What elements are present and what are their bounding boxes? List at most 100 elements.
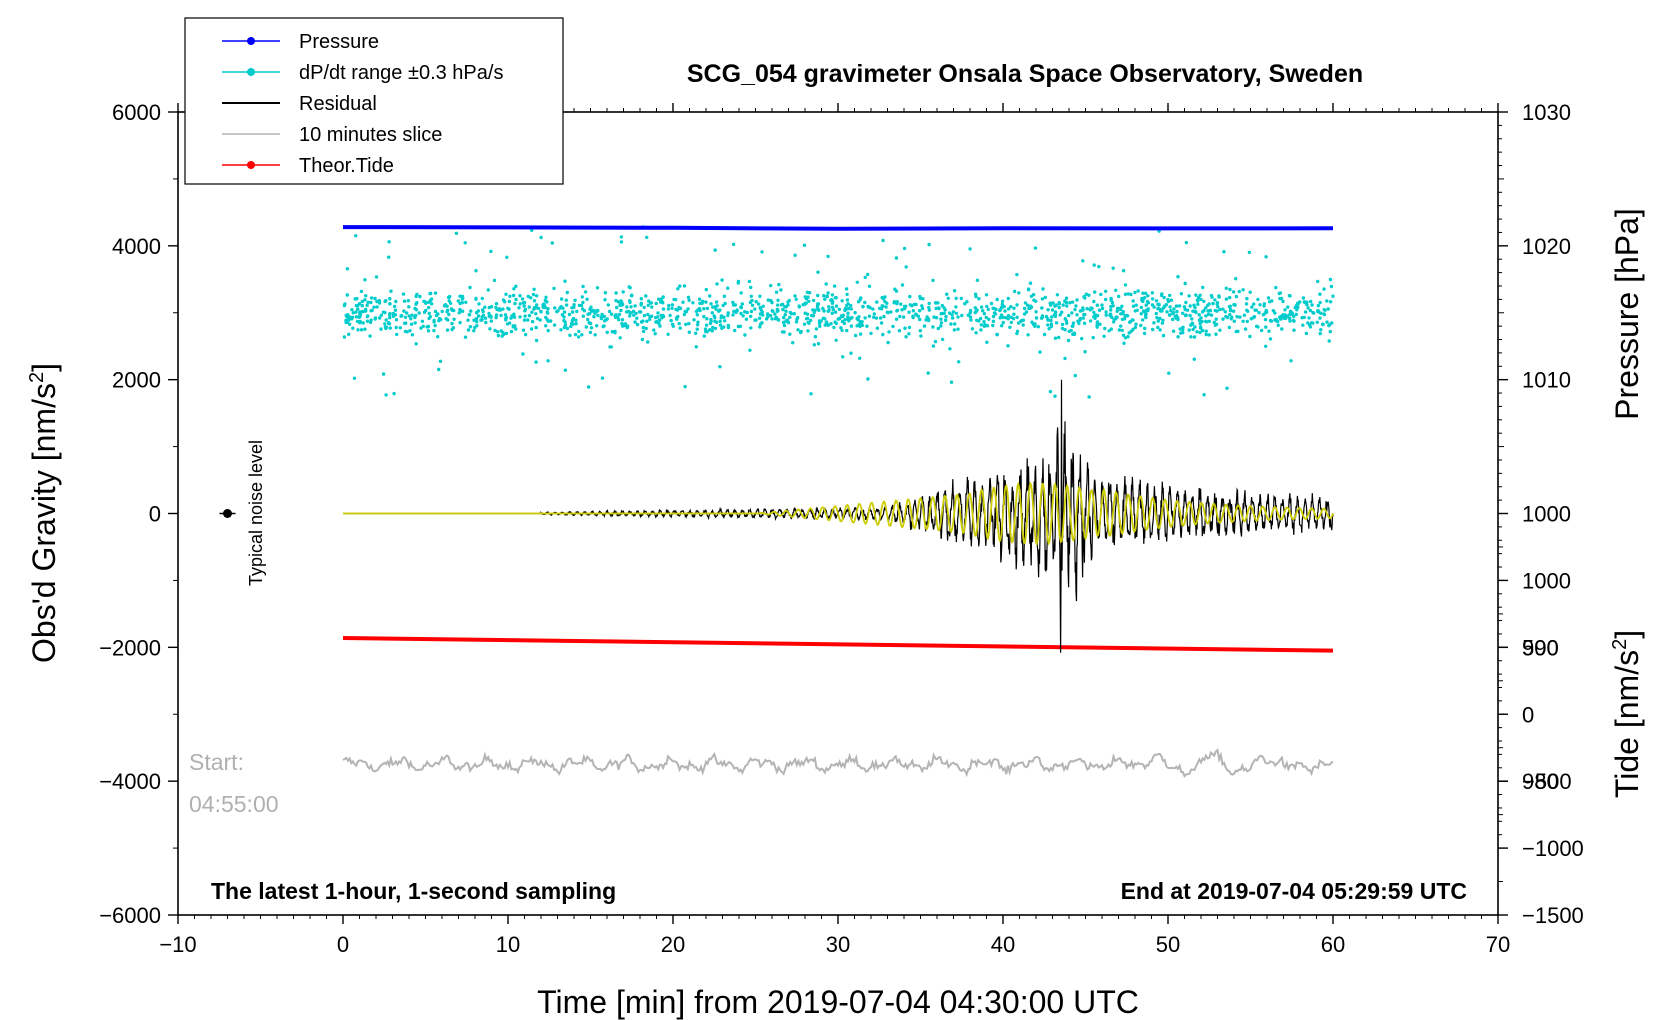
legend-label: dP/dt range ±0.3 hPa/s xyxy=(299,62,503,84)
dpdt-point xyxy=(1280,327,1284,331)
dpdt-point xyxy=(853,333,858,338)
dpdt-point xyxy=(776,303,780,307)
dpdt-point xyxy=(645,235,649,240)
dpdt-point xyxy=(881,304,885,308)
dpdt-point xyxy=(855,324,859,328)
dpdt-point xyxy=(984,315,988,320)
dpdt-point xyxy=(768,313,773,318)
dpdt-point xyxy=(1204,332,1208,337)
dpdt-point xyxy=(1146,301,1151,305)
dpdt-point xyxy=(782,315,786,320)
dpdt-point xyxy=(493,328,497,333)
dpdt-point xyxy=(1160,292,1164,296)
dpdt-point xyxy=(1234,329,1239,334)
dpdt-point xyxy=(589,326,594,330)
dpdt-point xyxy=(986,307,990,312)
dpdt-point xyxy=(534,312,538,316)
dpdt-point xyxy=(908,303,912,307)
dpdt-point xyxy=(849,351,853,355)
dpdt-point xyxy=(957,360,961,364)
dpdt-point xyxy=(583,290,588,294)
dpdt-point xyxy=(1199,297,1203,302)
dpdt-point xyxy=(973,292,978,296)
dpdt-point xyxy=(1006,307,1011,311)
dpdt-point xyxy=(920,304,924,308)
dpdt-point xyxy=(874,316,879,320)
dpdt-point xyxy=(413,321,417,325)
dpdt-point xyxy=(982,312,987,316)
dpdt-point xyxy=(1283,308,1287,312)
dpdt-point xyxy=(584,325,588,329)
dpdt-point xyxy=(849,303,853,308)
dpdt-point xyxy=(973,306,977,310)
dpdt-point xyxy=(1112,320,1116,324)
dpdt-point xyxy=(1046,308,1050,312)
dpdt-point xyxy=(806,316,810,321)
dpdt-point xyxy=(440,309,444,314)
dpdt-point xyxy=(573,332,578,337)
dpdt-point xyxy=(639,297,643,301)
dpdt-point xyxy=(794,297,798,301)
dpdt-point xyxy=(1054,303,1058,307)
dpdt-point xyxy=(788,315,792,320)
dpdt-point xyxy=(931,325,935,329)
dpdt-point xyxy=(1190,317,1194,321)
tide-axis-label: Tide [nm/s2] xyxy=(1609,630,1645,798)
dpdt-point xyxy=(670,303,675,307)
dpdt-point xyxy=(885,301,889,305)
dpdt-point xyxy=(1091,335,1095,340)
dpdt-point xyxy=(865,324,869,328)
dpdt-point xyxy=(659,300,663,304)
dpdt-point xyxy=(631,309,636,313)
dpdt-point xyxy=(510,314,514,318)
legend-label: 10 minutes slice xyxy=(299,124,442,146)
dpdt-point xyxy=(872,315,876,319)
dpdt-point xyxy=(1194,293,1198,297)
dpdt-point xyxy=(1247,250,1252,255)
dpdt-point xyxy=(365,303,369,307)
dpdt-point xyxy=(1181,311,1185,315)
dpdt-point xyxy=(503,300,507,304)
dpdt-point xyxy=(1176,275,1180,279)
dpdt-point xyxy=(863,316,867,320)
dpdt-point xyxy=(1168,305,1172,309)
dpdt-point xyxy=(472,329,476,333)
dpdt-point xyxy=(667,303,671,308)
dpdt-point xyxy=(695,327,699,331)
dpdt-point xyxy=(970,327,975,331)
dpdt-point xyxy=(1109,315,1114,319)
dpdt-point xyxy=(843,318,847,322)
dpdt-point xyxy=(809,392,813,396)
dpdt-point xyxy=(1187,294,1191,298)
dpdt-point xyxy=(1201,285,1205,290)
dpdt-point xyxy=(603,291,608,295)
dpdt-point xyxy=(427,305,431,310)
dpdt-point xyxy=(1193,305,1197,310)
dpdt-point xyxy=(654,320,658,324)
dpdt-point xyxy=(811,298,816,303)
dpdt-point xyxy=(708,321,713,326)
dpdt-point xyxy=(832,325,836,330)
dpdt-point xyxy=(732,309,736,314)
dpdt-point xyxy=(1012,306,1016,310)
dpdt-point xyxy=(618,303,622,307)
dpdt-point xyxy=(866,377,870,381)
dpdt-point xyxy=(1250,305,1254,309)
dpdt-point xyxy=(702,314,706,319)
dpdt-point xyxy=(639,310,643,314)
dpdt-point xyxy=(812,343,816,347)
dpdt-point xyxy=(395,332,399,337)
dpdt-point xyxy=(1130,318,1135,322)
pressure-tick-label: 1000 xyxy=(1522,502,1571,527)
dpdt-point xyxy=(1040,306,1044,310)
dpdt-point xyxy=(950,313,954,317)
dpdt-point xyxy=(1026,333,1030,337)
dpdt-point xyxy=(1057,305,1061,310)
dpdt-point xyxy=(387,255,391,259)
dpdt-point xyxy=(1063,356,1067,361)
dpdt-point xyxy=(1202,393,1206,397)
dpdt-point xyxy=(1141,291,1145,295)
dpdt-point xyxy=(1302,315,1307,320)
dpdt-point xyxy=(356,307,360,311)
dpdt-point xyxy=(682,312,687,317)
